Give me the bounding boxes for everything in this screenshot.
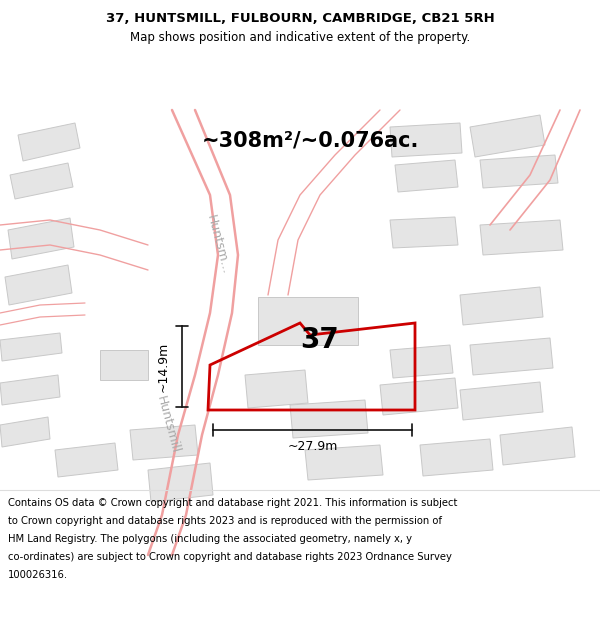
Polygon shape — [480, 220, 563, 255]
Text: Contains OS data © Crown copyright and database right 2021. This information is : Contains OS data © Crown copyright and d… — [8, 498, 457, 508]
Polygon shape — [130, 425, 198, 460]
Text: Huntsm…: Huntsm… — [204, 214, 232, 276]
Polygon shape — [10, 163, 73, 199]
Polygon shape — [470, 115, 545, 157]
Text: 37: 37 — [301, 326, 340, 354]
Polygon shape — [18, 123, 80, 161]
Text: 37, HUNTSMILL, FULBOURN, CAMBRIDGE, CB21 5RH: 37, HUNTSMILL, FULBOURN, CAMBRIDGE, CB21… — [106, 11, 494, 24]
Text: ~27.9m: ~27.9m — [287, 440, 338, 453]
Polygon shape — [460, 382, 543, 420]
Polygon shape — [390, 345, 453, 378]
Polygon shape — [0, 333, 62, 361]
Text: HM Land Registry. The polygons (including the associated geometry, namely x, y: HM Land Registry. The polygons (includin… — [8, 534, 412, 544]
Polygon shape — [290, 400, 368, 438]
Polygon shape — [380, 378, 458, 415]
Polygon shape — [8, 218, 74, 259]
Polygon shape — [395, 160, 458, 192]
Text: Map shows position and indicative extent of the property.: Map shows position and indicative extent… — [130, 31, 470, 44]
Polygon shape — [480, 155, 558, 188]
Polygon shape — [245, 370, 308, 408]
Polygon shape — [390, 217, 458, 248]
Polygon shape — [305, 445, 383, 480]
Polygon shape — [100, 350, 148, 380]
Text: Huntsmill: Huntsmill — [154, 395, 182, 455]
Polygon shape — [470, 338, 553, 375]
Polygon shape — [148, 463, 213, 502]
Polygon shape — [55, 443, 118, 477]
Polygon shape — [0, 417, 50, 447]
Polygon shape — [420, 439, 493, 476]
Polygon shape — [460, 287, 543, 325]
Text: 100026316.: 100026316. — [8, 570, 68, 580]
Text: to Crown copyright and database rights 2023 and is reproduced with the permissio: to Crown copyright and database rights 2… — [8, 516, 442, 526]
Text: ~14.9m: ~14.9m — [157, 341, 170, 392]
Text: ~308m²/~0.076ac.: ~308m²/~0.076ac. — [202, 130, 419, 150]
Text: co-ordinates) are subject to Crown copyright and database rights 2023 Ordnance S: co-ordinates) are subject to Crown copyr… — [8, 552, 452, 562]
Polygon shape — [500, 427, 575, 465]
Polygon shape — [0, 375, 60, 405]
Bar — [0, 55, 600, 485]
Polygon shape — [258, 297, 358, 345]
Polygon shape — [5, 265, 72, 305]
Polygon shape — [390, 123, 462, 157]
